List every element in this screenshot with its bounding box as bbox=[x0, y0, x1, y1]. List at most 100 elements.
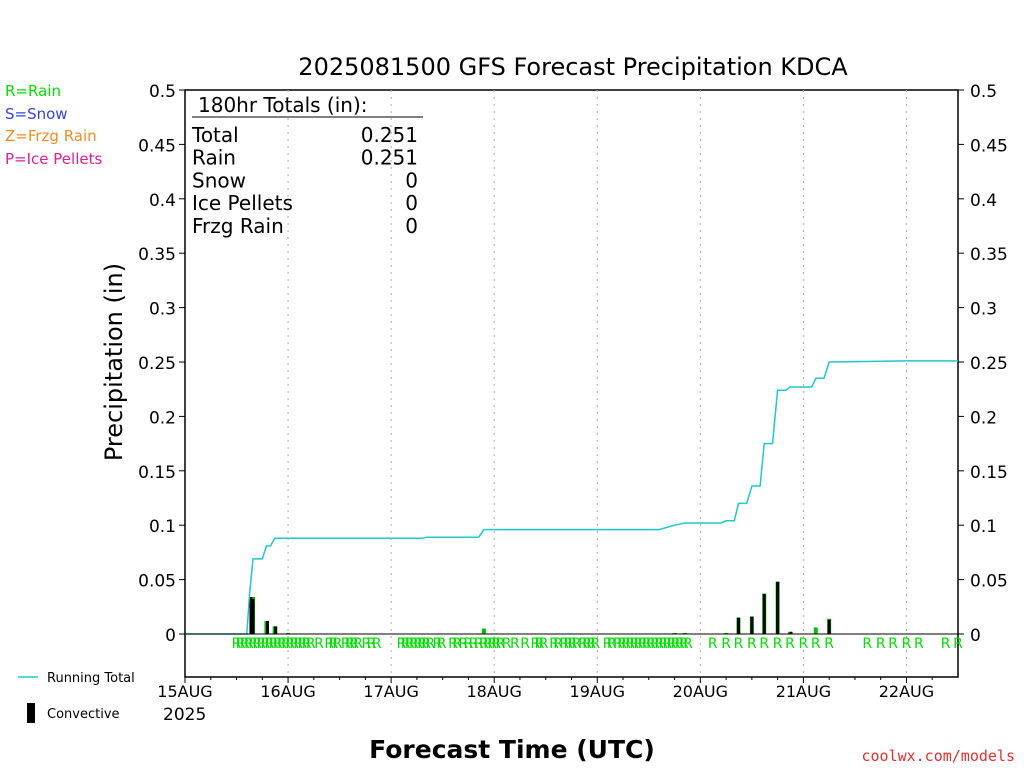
rain-marker: R bbox=[491, 636, 501, 652]
rain-marker: R bbox=[941, 636, 951, 652]
rain-marker: R bbox=[256, 636, 266, 652]
rain-marker: R bbox=[650, 636, 660, 652]
rain-marker: R bbox=[362, 636, 372, 652]
rain-marker: R bbox=[590, 636, 600, 652]
rain-marker: R bbox=[520, 636, 530, 652]
rain-marker: R bbox=[617, 636, 627, 652]
y-tick-label-left: 0.4 bbox=[149, 191, 176, 211]
x-tick-label: 17AUG bbox=[363, 682, 418, 701]
totals-row-label: Ice Pellets bbox=[192, 191, 293, 215]
precip-bar bbox=[286, 632, 291, 634]
year-label: 2025 bbox=[163, 705, 206, 725]
rain-marker: R bbox=[667, 636, 677, 652]
rain-marker: R bbox=[298, 636, 308, 652]
x-axis-label: Forecast Time (UTC) bbox=[369, 735, 655, 764]
rain-marker: R bbox=[397, 636, 407, 652]
rain-marker: R bbox=[437, 636, 447, 652]
x-axis: 15AUG 16AUG 17AUG 18AUG 19AUG 20AUG 21AUG 22AUG bbox=[157, 677, 934, 701]
convective-layer bbox=[249, 581, 831, 634]
y-tick-label-right: 0.25 bbox=[970, 354, 1008, 374]
rain-marker: R bbox=[269, 636, 279, 652]
rain-marker: R bbox=[452, 636, 462, 652]
convective-swatch bbox=[27, 703, 35, 723]
y-tick-label-right: 0.05 bbox=[970, 572, 1008, 592]
convective-bar bbox=[750, 616, 754, 634]
precip-type-legend: R=Rain S=Snow Z=Frzg Rain P=Ice Pellets bbox=[5, 82, 102, 168]
plot-frame bbox=[184, 89, 959, 678]
rain-marker: R bbox=[683, 636, 693, 652]
rain-marker: R bbox=[409, 636, 419, 652]
rain-marker: R bbox=[252, 636, 262, 652]
y-tick-label-left: 0.1 bbox=[149, 517, 176, 537]
rain-marker: R bbox=[759, 636, 769, 652]
legend-rain: R=Rain bbox=[5, 82, 61, 100]
rain-marker: R bbox=[464, 636, 474, 652]
y-tick-label-left: 0.3 bbox=[149, 300, 176, 320]
running-total-legend-label: Running Total bbox=[47, 671, 135, 686]
rain-marker: R bbox=[621, 636, 631, 652]
totals-heading: 180hr Totals (in): bbox=[198, 93, 368, 117]
rain-marker: R bbox=[502, 636, 512, 652]
rain-marker: R bbox=[483, 636, 493, 652]
y-tick-label-left: 0.2 bbox=[149, 408, 176, 428]
rain-marker: R bbox=[553, 636, 563, 652]
convective-bar bbox=[251, 599, 255, 634]
rain-marker: R bbox=[285, 636, 295, 652]
rain-marker: R bbox=[811, 636, 821, 652]
x-tick-label: 18AUG bbox=[466, 682, 521, 701]
totals-row-value: 0 bbox=[405, 214, 418, 238]
rain-marker: R bbox=[559, 636, 569, 652]
precip-bar bbox=[813, 627, 818, 634]
rain-marker: R bbox=[773, 636, 783, 652]
rain-marker: R bbox=[474, 636, 484, 652]
y-tick-label-left: 0.05 bbox=[138, 572, 176, 592]
convective-bar bbox=[776, 581, 780, 634]
rain-marker: R bbox=[876, 636, 886, 652]
rain-marker: R bbox=[240, 636, 250, 652]
legend-ice-pellets: P=Ice Pellets bbox=[5, 150, 102, 168]
rain-marker: R bbox=[671, 636, 681, 652]
convective-bar bbox=[827, 619, 831, 634]
rain-marker: R bbox=[236, 636, 246, 652]
rain-marker: R bbox=[232, 636, 242, 652]
rain-marker: R bbox=[549, 636, 559, 652]
rain-marker: R bbox=[953, 636, 963, 652]
rain-marker: R bbox=[401, 636, 411, 652]
y-axis-right: 0 0.05 0.1 0.15 0.2 0.25 0.3 0.35 0.4 0.45 0.5 bbox=[958, 82, 1008, 646]
rain-marker: R bbox=[568, 636, 578, 652]
x-tick-label: 16AUG bbox=[260, 682, 315, 701]
y-tick-label-right: 0.2 bbox=[970, 408, 997, 428]
rain-marker: R bbox=[244, 636, 254, 652]
rain-marker: R bbox=[329, 636, 339, 652]
totals-row-value: 0.251 bbox=[361, 146, 418, 170]
rain-marker: R bbox=[265, 636, 275, 652]
rain-marker: R bbox=[888, 636, 898, 652]
rain-marker: R bbox=[458, 636, 468, 652]
rain-marker: R bbox=[324, 636, 334, 652]
rain-marker: R bbox=[469, 636, 479, 652]
y-tick-label-right: 0.45 bbox=[970, 136, 1008, 156]
rain-marker: R bbox=[586, 636, 596, 652]
rain-marker: R bbox=[658, 636, 668, 652]
rain-marker: R bbox=[862, 636, 872, 652]
rain-marker: R bbox=[289, 636, 299, 652]
x-tick-label: 20AUG bbox=[673, 682, 728, 701]
legend-snow: S=Snow bbox=[5, 105, 68, 123]
rain-marker: R bbox=[799, 636, 809, 652]
y-tick-label-right: 0.3 bbox=[970, 300, 997, 320]
y-tick-label-right: 0.15 bbox=[970, 463, 1008, 483]
rain-marker: R bbox=[654, 636, 664, 652]
x-tick-label: 19AUG bbox=[570, 682, 625, 701]
totals-row-value: 0.251 bbox=[361, 123, 418, 147]
rain-marker: R bbox=[564, 636, 574, 652]
convective-bar bbox=[249, 597, 253, 634]
rain-marker: R bbox=[539, 636, 549, 652]
rain-marker: R bbox=[349, 636, 359, 652]
y-tick-label-left: 0.5 bbox=[149, 82, 176, 102]
y-tick-label-left: 0.15 bbox=[138, 463, 176, 483]
totals-row-label: Snow bbox=[192, 168, 246, 192]
convective-bar bbox=[274, 626, 278, 634]
rain-marker: R bbox=[607, 636, 617, 652]
rain-marker: R bbox=[333, 636, 343, 652]
rain-marker: R bbox=[902, 636, 912, 652]
